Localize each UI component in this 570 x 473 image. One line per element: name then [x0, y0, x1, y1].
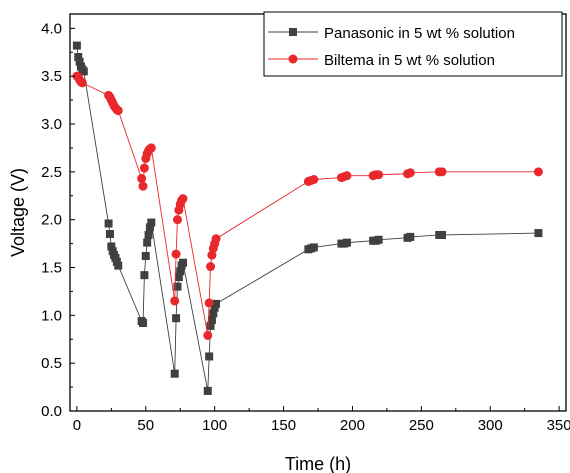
legend-marker: [289, 28, 297, 36]
data-point: [75, 57, 84, 66]
series-0: [72, 41, 543, 395]
y-tick-label: 2.5: [41, 164, 62, 181]
data-point: [140, 271, 149, 280]
data-point: [72, 41, 81, 50]
y-tick-label: 1.5: [41, 260, 62, 277]
data-point: [534, 229, 543, 238]
data-point: [113, 106, 123, 116]
data-point: [79, 67, 88, 76]
y-tick-label: 3.0: [41, 116, 62, 133]
data-point: [178, 258, 187, 267]
series-layer: [72, 41, 543, 395]
data-point: [143, 238, 152, 247]
x-tick-label: 0: [73, 417, 81, 434]
x-tick-label: 350: [547, 417, 570, 434]
legend-label: Biltema in 5 wt % solution: [324, 52, 495, 69]
series-1: [72, 71, 543, 340]
data-point: [174, 273, 183, 282]
x-tick-label: 100: [202, 417, 227, 434]
data-point: [141, 252, 150, 261]
x-tick-label: 50: [137, 417, 154, 434]
data-point: [406, 232, 415, 241]
data-point: [211, 234, 221, 244]
axes: 0 50 100 150 200 250 300 350 0.0 0.5 1.0 1.5 2.0 2.5 3…: [8, 20, 570, 473]
data-point: [203, 330, 213, 340]
data-point: [207, 250, 217, 260]
data-point: [209, 309, 218, 318]
data-point: [178, 194, 188, 204]
data-point: [74, 53, 83, 62]
data-point: [170, 369, 179, 378]
data-point: [405, 168, 415, 178]
series-line: [76, 75, 539, 336]
legend: Panasonic in 5 wt % solution Biltema in 5…: [263, 11, 563, 77]
data-point: [139, 318, 148, 327]
x-axis-title: Time (h): [285, 454, 351, 473]
data-point: [105, 230, 114, 239]
x-tick-label: 200: [340, 417, 365, 434]
data-point: [137, 174, 147, 184]
data-point: [438, 230, 446, 239]
data-point: [138, 181, 148, 191]
data-point: [206, 262, 216, 272]
data-point: [173, 282, 182, 291]
data-point: [207, 316, 216, 325]
x-tick-label: 250: [409, 417, 434, 434]
data-point: [206, 321, 215, 330]
y-tick-label: 1.0: [41, 307, 62, 324]
data-point: [171, 249, 181, 259]
data-point: [342, 238, 351, 247]
data-point: [309, 174, 319, 184]
legend-box: [263, 11, 563, 77]
data-point: [172, 215, 182, 225]
y-axis-title: Voltage (V): [8, 168, 28, 257]
data-point: [172, 314, 181, 323]
legend-label: Panasonic in 5 wt % solution: [324, 25, 515, 42]
data-point: [203, 386, 212, 395]
data-point: [309, 243, 318, 252]
data-point: [139, 163, 149, 173]
y-tick-label: 3.5: [41, 68, 62, 85]
data-point: [374, 235, 383, 244]
data-point: [77, 78, 87, 88]
data-point: [533, 167, 543, 177]
data-point: [107, 242, 116, 251]
data-point: [146, 143, 156, 153]
data-point: [204, 298, 214, 308]
series-line: [76, 45, 539, 391]
data-point: [170, 296, 180, 306]
data-point: [104, 219, 113, 228]
y-tick-label: 0.5: [41, 355, 62, 372]
data-point: [342, 171, 352, 181]
legend-marker: [288, 54, 298, 64]
data-point: [437, 167, 447, 177]
y-tick-label: 2.0: [41, 212, 62, 229]
data-point: [144, 230, 153, 239]
data-point: [147, 218, 156, 227]
data-point: [145, 223, 154, 232]
data-point: [205, 352, 214, 361]
data-point: [374, 170, 384, 180]
data-point: [176, 267, 185, 276]
y-tick-label: 4.0: [41, 20, 62, 37]
data-point: [114, 261, 123, 270]
data-point: [212, 299, 221, 308]
y-tick-label: 0.0: [41, 403, 62, 420]
x-tick-label: 300: [478, 417, 503, 434]
x-tick-label: 150: [271, 417, 296, 434]
